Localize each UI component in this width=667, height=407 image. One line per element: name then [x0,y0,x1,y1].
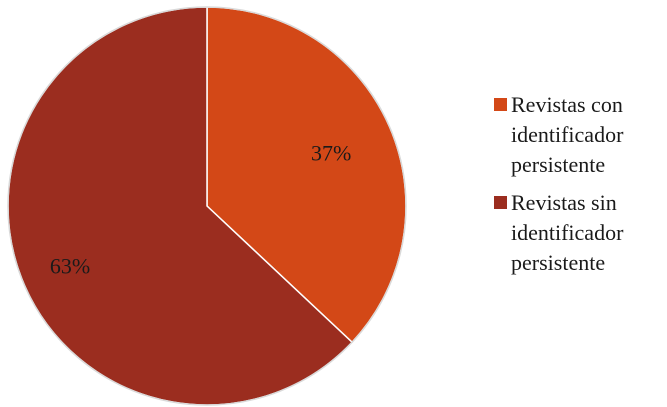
data-label-sin: 63% [50,253,90,278]
legend-swatch-con [494,98,507,111]
legend-swatch-sin [494,196,507,209]
data-label-con: 37% [311,140,351,165]
legend-label-con: Revistas con identificador persistente [511,92,624,177]
legend: Revistas con identificador persistente R… [494,90,664,286]
legend-label-sin: Revistas sin identificador persistente [511,190,624,275]
legend-item-con: Revistas con identificador persistente [494,90,664,180]
pie-outline [7,6,407,406]
legend-item-sin: Revistas sin identificador persistente [494,188,664,278]
